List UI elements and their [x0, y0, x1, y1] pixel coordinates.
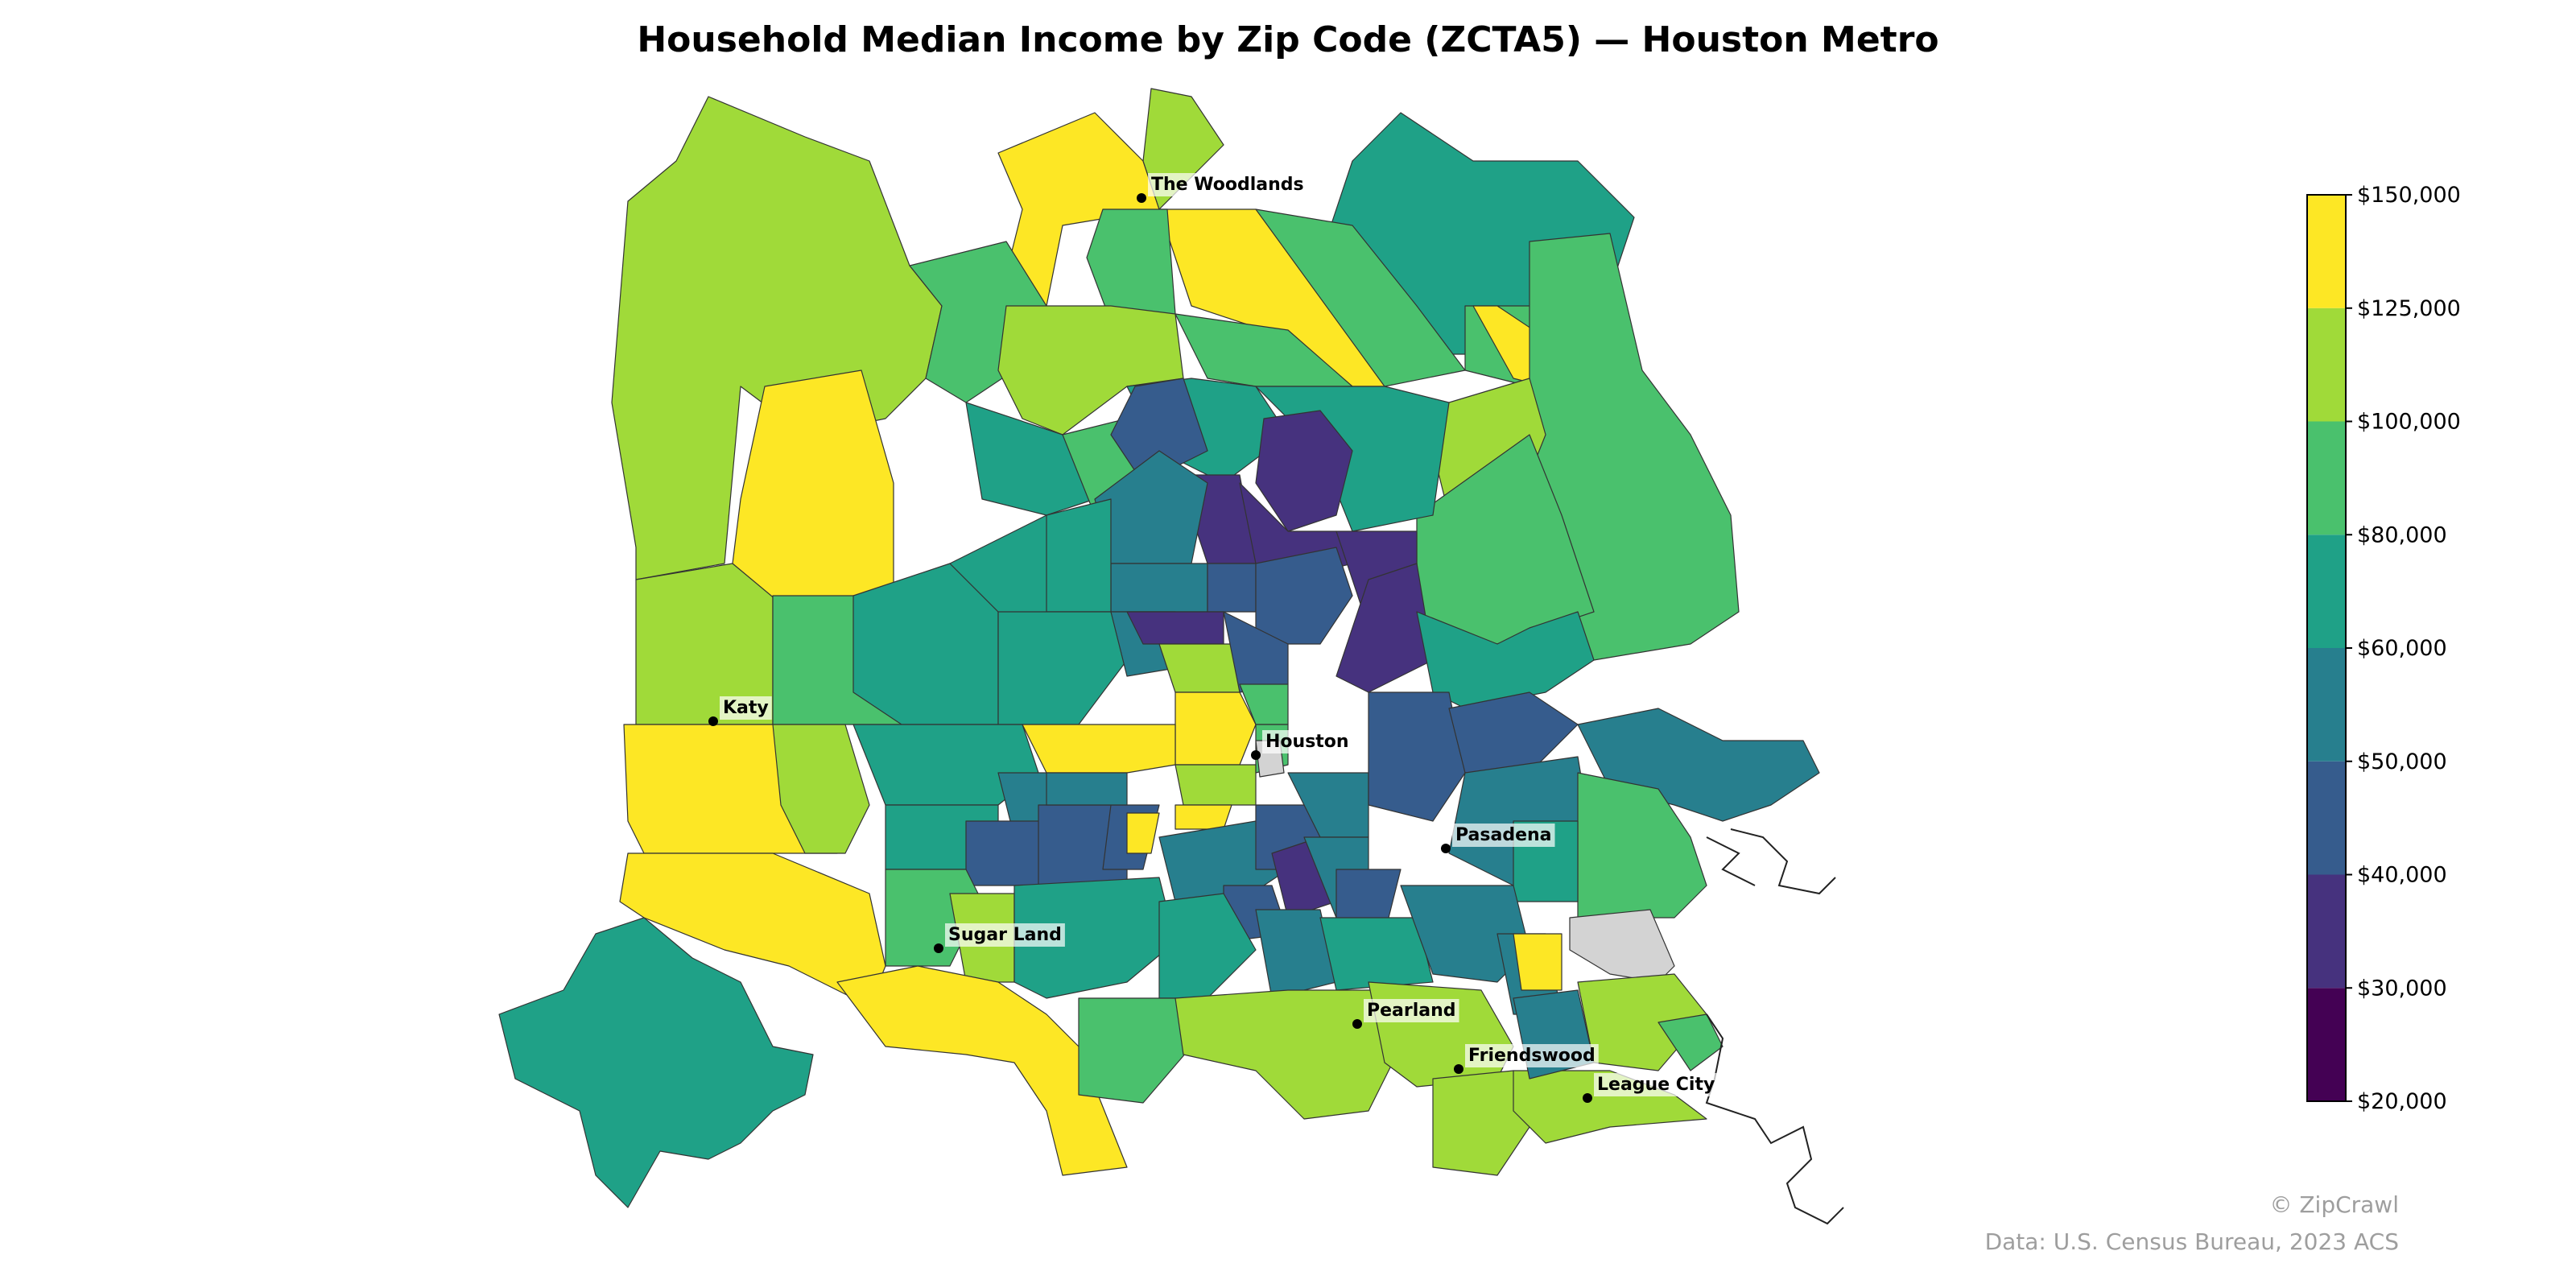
city-marker [934, 943, 943, 953]
zip-region[interactable] [1174, 691, 1257, 766]
colorbar-bin [2307, 421, 2346, 535]
zip-region[interactable] [772, 724, 870, 854]
city-label-background [1452, 824, 1555, 847]
city-marker [1454, 1064, 1463, 1074]
zip-region[interactable] [1126, 611, 1224, 645]
city-marker [1441, 844, 1451, 853]
zip-region[interactable] [1207, 563, 1257, 613]
colorbar-bin [2307, 988, 2346, 1101]
zip-region[interactable] [1319, 917, 1434, 991]
zip-region[interactable] [1174, 804, 1232, 830]
coastline [1705, 828, 1844, 1225]
zip-region[interactable] [1046, 772, 1128, 806]
city-marker [708, 716, 718, 726]
zip-region[interactable] [1110, 563, 1208, 613]
zip-region[interactable] [1022, 724, 1176, 774]
colorbar-tick-label: $20,000 [2357, 1089, 2447, 1114]
zip-region[interactable] [498, 917, 814, 1208]
colorbar-bin [2307, 308, 2346, 422]
city-label-background [720, 696, 772, 720]
colorbar-tick-label: $125,000 [2357, 296, 2461, 321]
city-label: Houston [1265, 732, 1349, 752]
zip-region[interactable] [1174, 989, 1402, 1120]
zip-region[interactable] [1086, 208, 1176, 323]
colorbar-tick-label: $40,000 [2357, 863, 2447, 888]
colorbar-tick-label: $80,000 [2357, 522, 2447, 547]
city-markers: The Woodlands Katy Houston Pasadena Sugar La… [708, 173, 1719, 1103]
colorbar-bin [2307, 195, 2346, 308]
credit-text: © ZipCrawl [2269, 1191, 2399, 1218]
city-marker [1137, 193, 1146, 203]
zip-region[interactable] [1126, 812, 1160, 854]
city-label: Friendswood [1468, 1046, 1596, 1066]
colorbar-bin [2307, 761, 2346, 875]
city-label-background [1364, 999, 1459, 1022]
city-label: Pearland [1367, 1001, 1456, 1021]
zip-region[interactable] [1368, 981, 1514, 1088]
zip-region[interactable] [1657, 1013, 1724, 1071]
colorbar-tick-label: $150,000 [2357, 183, 2461, 208]
city-label: League City [1597, 1075, 1715, 1095]
colorbar-tick-label: $50,000 [2357, 749, 2447, 774]
city-marker [1251, 750, 1261, 760]
colorbar-tick-label: $60,000 [2357, 636, 2447, 661]
zip-region[interactable] [1432, 1070, 1530, 1176]
colorbar-bin [2307, 874, 2346, 989]
zip-regions [498, 88, 1820, 1208]
city-label: The Woodlands [1151, 175, 1304, 195]
city-label-background [1465, 1044, 1599, 1067]
colorbar-tick-label: $30,000 [2357, 976, 2447, 1001]
colorbar-tick-label: $100,000 [2357, 410, 2461, 435]
zip-region[interactable] [732, 369, 894, 605]
zip-region[interactable] [1158, 893, 1257, 999]
city-label: Pasadena [1455, 825, 1552, 845]
colorbar-bin [2307, 648, 2346, 762]
zip-region[interactable] [1174, 764, 1257, 806]
city-label-background [1262, 730, 1352, 753]
map-title: Household Median Income by Zip Code (ZCT… [637, 19, 1939, 60]
zip-region[interactable] [836, 965, 1128, 1176]
zip-region[interactable] [1078, 997, 1192, 1104]
zip-region[interactable] [1255, 410, 1353, 532]
city-marker [1352, 1019, 1362, 1029]
zip-region[interactable] [997, 112, 1160, 307]
city-label-background [1148, 173, 1307, 196]
source-text: Data: U.S. Census Bureau, 2023 ACS [1984, 1228, 2399, 1255]
city-label: Katy [723, 698, 769, 718]
zip-region[interactable] [1255, 547, 1353, 645]
zip-region[interactable] [965, 820, 1047, 886]
zip-region[interactable] [1368, 691, 1466, 822]
city-label-background [1594, 1073, 1719, 1096]
zip-region[interactable] [619, 852, 886, 1007]
colorbar-bin [2307, 535, 2346, 648]
city-label-background [945, 923, 1065, 947]
zip-region[interactable] [997, 611, 1128, 725]
zip-region[interactable] [1335, 563, 1434, 693]
zip-region[interactable] [1255, 208, 1466, 387]
zip-region[interactable] [1046, 498, 1112, 613]
zip-region[interactable] [1569, 909, 1675, 983]
city-marker [1583, 1093, 1592, 1103]
zip-region[interactable] [1513, 933, 1563, 991]
zip-region[interactable] [1013, 877, 1176, 999]
zip-region[interactable] [1158, 643, 1241, 693]
zip-region[interactable] [965, 402, 1096, 516]
zip-region[interactable] [1448, 691, 1579, 774]
city-label: Sugar Land [948, 925, 1062, 945]
colorbar: $20,000 $30,000 $40,000 $50,000 $60,000 $80,0… [2306, 183, 2461, 1114]
